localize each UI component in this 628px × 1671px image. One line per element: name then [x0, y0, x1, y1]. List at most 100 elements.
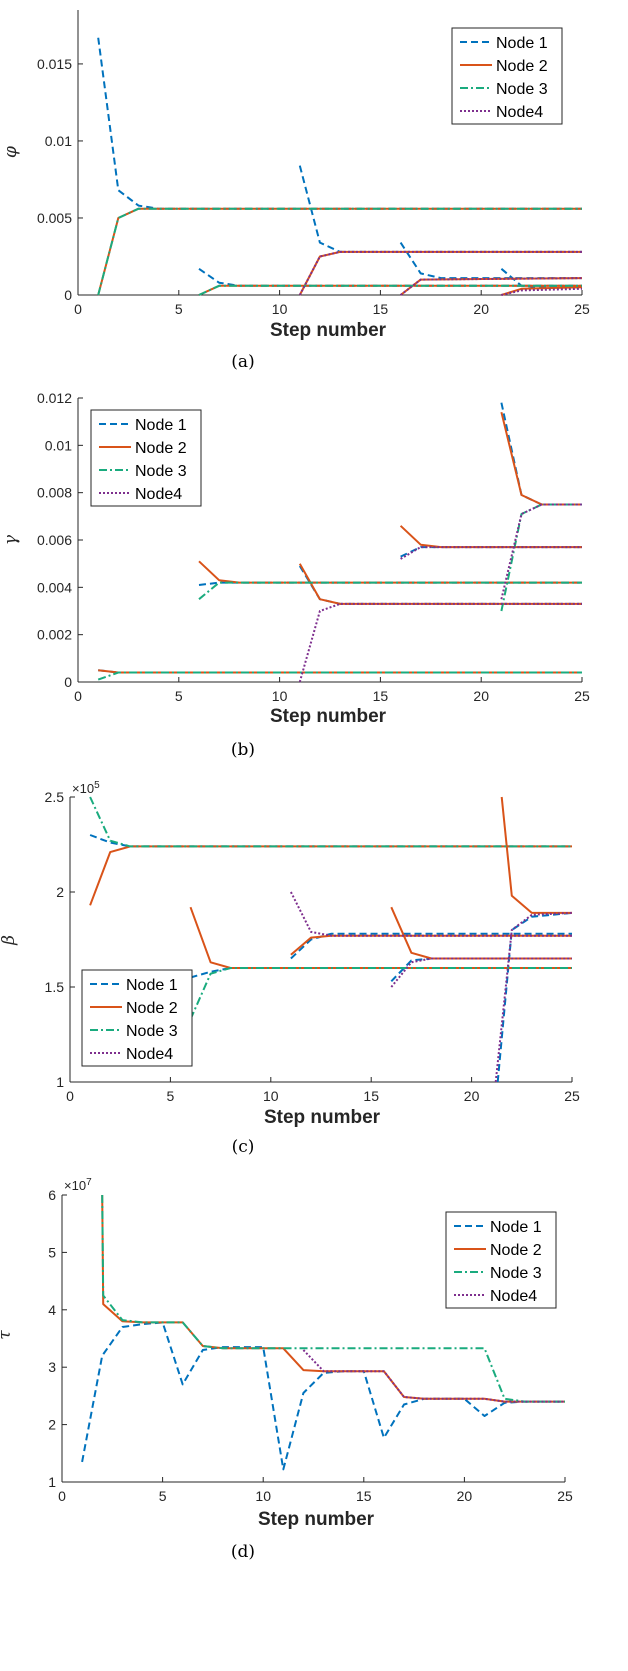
x-axis-label: Step number — [270, 706, 387, 727]
x-tick-label: 25 — [564, 1088, 580, 1104]
x-tick-label: 20 — [464, 1088, 480, 1104]
legend-label: Node 1 — [490, 1219, 542, 1236]
series-line-node2 — [500, 411, 582, 506]
legend-label: Node 1 — [496, 35, 548, 52]
y-tick-label: 0.002 — [37, 627, 72, 643]
x-tick-label: 0 — [66, 1088, 74, 1104]
y-tick-label: 0.012 — [37, 390, 72, 406]
series-line-node4 — [494, 911, 573, 1083]
legend: Node 1 Node 2 Node 3 Node4 — [451, 27, 563, 125]
legend-label: Node4 — [496, 104, 543, 121]
plot-area — [81, 1194, 565, 1471]
x-tick-label: 15 — [373, 688, 389, 704]
legend-label: Node 1 — [126, 977, 178, 994]
series-line-node1 — [198, 267, 582, 287]
series-line-node4 — [400, 546, 582, 560]
series-line-node2 — [399, 525, 582, 549]
legend-box — [90, 409, 202, 507]
series-line-node1 — [390, 957, 572, 982]
panel-a: 0 5 10 15 20 25 0 0.005 0.01 0.015 Step number φ (a)… — [1, 10, 590, 372]
x-tick-label: 10 — [255, 1488, 271, 1504]
x-tick-label: 10 — [272, 301, 288, 317]
y-tick-label: 0 — [64, 674, 72, 690]
y-tick-label: 0.005 — [37, 210, 72, 226]
legend-label: Node 2 — [490, 1242, 542, 1259]
series-line-node2 — [298, 563, 582, 605]
y-tick-label: 0.01 — [45, 437, 72, 453]
series-line-node3 — [198, 284, 582, 296]
x-axis-label: Step number — [258, 1509, 375, 1530]
y-axis-label: β — [0, 935, 19, 946]
panel-caption: (d) — [231, 1542, 255, 1562]
series-line-node3 — [97, 671, 582, 681]
legend-label: Node4 — [135, 486, 182, 503]
panel-caption: (a) — [231, 352, 254, 372]
x-tick-label: 15 — [363, 1088, 379, 1104]
legend: Node 1 Node 2 Node 3 Node4 — [90, 409, 202, 507]
panel-c: 0 5 10 15 20 25 1 1.5 2 2.5 ×105 Step number β (c) Nod… — [0, 780, 580, 1157]
legend-label: Node 3 — [126, 1023, 178, 1040]
y-tick-label: 4 — [48, 1302, 56, 1318]
x-tick-label: 5 — [167, 1088, 175, 1104]
x-axis-label: Step number — [270, 320, 387, 341]
series-line-node4 — [390, 957, 572, 988]
y-tick-label: 0.004 — [37, 579, 72, 595]
x-tick-label: 25 — [557, 1488, 573, 1504]
series-line-node3 — [500, 503, 582, 612]
x-tick-label: 5 — [175, 688, 183, 704]
series-line-node3 — [97, 207, 582, 296]
legend: Node 1 Node 2 Node 3 Node4 — [81, 969, 193, 1067]
plot-area — [97, 402, 582, 683]
legend-label: Node4 — [490, 1288, 537, 1305]
series-line-node1 — [89, 834, 572, 848]
x-tick-label: 15 — [373, 301, 389, 317]
series-line-node1 — [97, 37, 582, 210]
y-tick-label: 0.01 — [45, 133, 72, 149]
axis-multiplier: ×107 — [64, 1177, 92, 1193]
legend-label: Node 1 — [135, 417, 187, 434]
legend: Node 1 Node 2 Node 3 Node4 — [445, 1211, 557, 1309]
legend-label: Node 3 — [135, 463, 187, 480]
x-tick-label: 5 — [175, 301, 183, 317]
x-tick-label: 20 — [473, 301, 489, 317]
legend-label: Node 2 — [496, 58, 548, 75]
series-line-node1 — [399, 242, 582, 280]
x-tick-label: 15 — [356, 1488, 372, 1504]
series-line-node3 — [101, 1194, 565, 1403]
series-line-node3 — [198, 581, 582, 600]
series-line-node4 — [290, 891, 572, 937]
plot-area — [89, 796, 573, 1083]
series-line-node1 — [290, 932, 572, 960]
axis-multiplier: ×105 — [72, 780, 100, 796]
x-tick-label: 20 — [473, 688, 489, 704]
y-tick-label: 3 — [48, 1359, 56, 1375]
y-tick-label: 0.015 — [37, 56, 72, 72]
y-tick-label: 2 — [56, 884, 64, 900]
series-line-node2 — [501, 286, 583, 296]
x-tick-label: 0 — [58, 1488, 66, 1504]
series-line-node2 — [290, 934, 572, 956]
y-tick-label: 1 — [56, 1074, 64, 1090]
series-line-node4 — [501, 287, 583, 296]
series-line-node2 — [198, 560, 582, 584]
y-tick-label: 2 — [48, 1417, 56, 1433]
series-line-node1 — [500, 402, 582, 506]
series-line-node4 — [298, 250, 582, 296]
y-tick-label: 5 — [48, 1244, 56, 1260]
y-tick-label: 0.006 — [37, 532, 72, 548]
plot-area — [97, 37, 583, 296]
series-line-node3 — [89, 796, 572, 848]
series-line-node2 — [500, 796, 572, 914]
legend-box — [81, 969, 193, 1067]
x-tick-label: 10 — [263, 1088, 279, 1104]
y-axis-label: τ — [0, 1330, 15, 1340]
panel-caption: (c) — [232, 1137, 255, 1157]
legend-label: Node 3 — [496, 81, 548, 98]
x-tick-label: 0 — [74, 301, 82, 317]
legend-label: Node 3 — [490, 1265, 542, 1282]
series-line-node4 — [500, 503, 582, 600]
legend-label: Node 2 — [126, 1000, 178, 1017]
x-tick-label: 0 — [74, 688, 82, 704]
series-line-node2 — [390, 906, 572, 960]
